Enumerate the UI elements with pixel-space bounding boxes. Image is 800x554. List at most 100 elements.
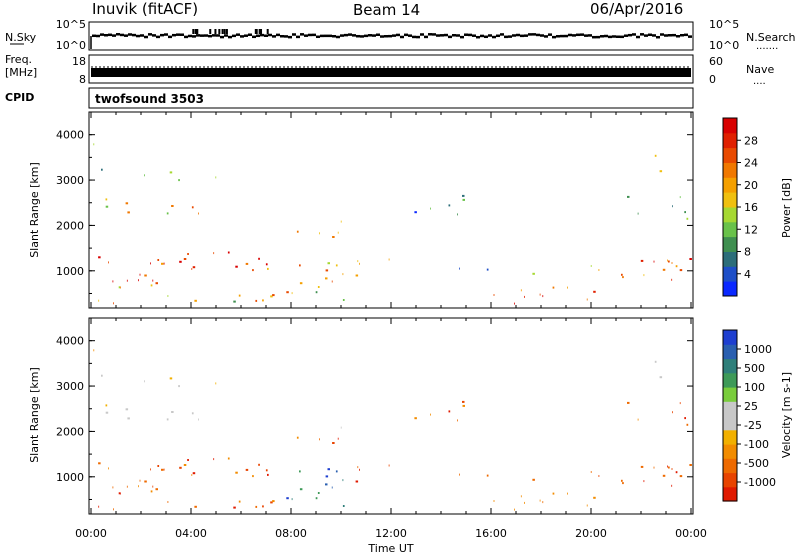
power-colorbar-tick-label: 4 — [744, 268, 751, 281]
velocity-cell — [299, 470, 301, 473]
velocity-cell — [654, 360, 657, 363]
velocity-cell — [627, 401, 630, 404]
noise-trace-segment — [276, 33, 280, 37]
velocity-cell — [125, 408, 129, 411]
power-cell — [331, 280, 333, 283]
noise-trace-segment — [640, 33, 644, 36]
power-cell — [299, 264, 301, 267]
time-axis-label: Time UT — [367, 542, 413, 554]
noise-trace-segment — [572, 34, 576, 37]
noise-trace-segment — [408, 34, 412, 37]
noise-trace-segment — [444, 33, 448, 37]
noise-trace-segment — [480, 34, 484, 38]
velocity-colorbar-ticks: 1000 500 100 25 -25 -100 -500 -1000 — [737, 343, 776, 489]
power-cell — [144, 274, 147, 277]
power-cell — [675, 265, 678, 268]
velocity-colorbar-block — [723, 330, 737, 345]
velocity-cell — [621, 479, 623, 482]
noise-trace-segment — [660, 33, 664, 36]
power-cell — [120, 286, 121, 289]
power-cell — [462, 194, 465, 197]
velocity-cell — [340, 426, 342, 429]
power-colorbar-block — [723, 177, 737, 193]
velocity-cell — [183, 464, 187, 466]
velocity-cell — [414, 417, 417, 420]
noise-trace-segment — [236, 33, 240, 36]
noise-spike — [218, 29, 221, 34]
velocity-cell — [457, 419, 458, 422]
velocity-cell — [150, 490, 153, 493]
velocity-cell — [668, 466, 670, 469]
noise-trace-segment — [508, 35, 512, 38]
noise-tick-left-top: 10^5 — [56, 18, 86, 31]
velocity-cell — [598, 475, 600, 477]
noise-trace-segment — [220, 35, 224, 39]
frequency-strip: Freq. [MHz] 18 8 60 0 Nave .... — [5, 53, 774, 87]
noise-trace-segment — [352, 34, 356, 37]
cpid-strip: CPID twofsound 3503 — [5, 87, 694, 109]
noise-trace-segment — [688, 35, 692, 38]
power-cell — [586, 298, 588, 301]
noise-trace-segment — [192, 35, 196, 38]
power-colorbar-block — [723, 132, 737, 149]
velocity-y-axis: 1000 2000 3000 4000 — [56, 317, 693, 500]
velocity-panel: 1000 2000 3000 4000 00:00 04:00 08:00 12:00 16:… — [28, 317, 707, 554]
velocity-cell — [542, 501, 544, 504]
velocity-cell — [192, 472, 196, 475]
velocity-cell — [325, 483, 328, 486]
power-cell — [213, 252, 215, 255]
noise-trace-segment — [96, 34, 100, 38]
noise-trace-segment — [376, 33, 380, 37]
velocity-cell — [235, 471, 238, 474]
velocity-cell — [586, 504, 588, 507]
velocity-cell — [98, 505, 100, 508]
velocity-cell — [93, 349, 95, 352]
velocity-cell — [155, 488, 158, 491]
nave-tick-top: 60 — [709, 55, 723, 68]
nsky-label: N.Sky — [5, 31, 37, 44]
velocity-cell — [126, 485, 128, 488]
noise-trace-segment — [252, 35, 256, 39]
velocity-colorbar-block — [723, 486, 737, 502]
noise-trace-segment — [492, 35, 496, 39]
power-cell — [598, 269, 600, 271]
noise-trace-segment — [428, 33, 432, 36]
power-cell — [532, 272, 535, 275]
power-cell — [462, 198, 465, 201]
velocity-cell — [127, 417, 130, 420]
power-cell — [357, 260, 359, 263]
noise-trace-segment — [300, 33, 304, 36]
velocity-cell — [671, 484, 673, 487]
noise-trace-segment — [456, 34, 460, 37]
velocity-colorbar-block — [723, 358, 737, 374]
noise-trace-segment — [292, 33, 296, 36]
cpid-label: CPID — [5, 91, 34, 104]
velocity-cell — [359, 468, 360, 471]
power-cell — [342, 273, 344, 276]
velocity-cell — [448, 410, 451, 413]
power-cell — [258, 257, 260, 260]
power-cell — [317, 286, 320, 288]
power-cell — [679, 269, 683, 272]
power-cell — [187, 253, 189, 255]
power-ytick-label: 4000 — [56, 129, 84, 142]
noise-trace-segment — [328, 34, 332, 38]
nave-label: Nave — [746, 63, 774, 76]
power-cell — [430, 207, 431, 210]
velocity-cell — [337, 437, 339, 440]
velocity-scatter-cells — [93, 349, 692, 511]
velocity-cell — [335, 470, 338, 473]
velocity-y-label: Slant Range [km] — [28, 367, 41, 463]
power-cell — [359, 262, 360, 265]
noise-spike — [196, 29, 199, 34]
velocity-colorbar-block — [723, 444, 737, 459]
power-colorbar-tick-label: 24 — [744, 157, 758, 170]
power-cell — [640, 259, 644, 262]
power-cell — [198, 212, 199, 215]
power-cell — [227, 251, 230, 254]
velocity-cell — [331, 486, 333, 489]
velocity-colorbar-block — [723, 415, 737, 431]
velocity-cell — [552, 492, 555, 495]
power-cell — [238, 294, 241, 297]
